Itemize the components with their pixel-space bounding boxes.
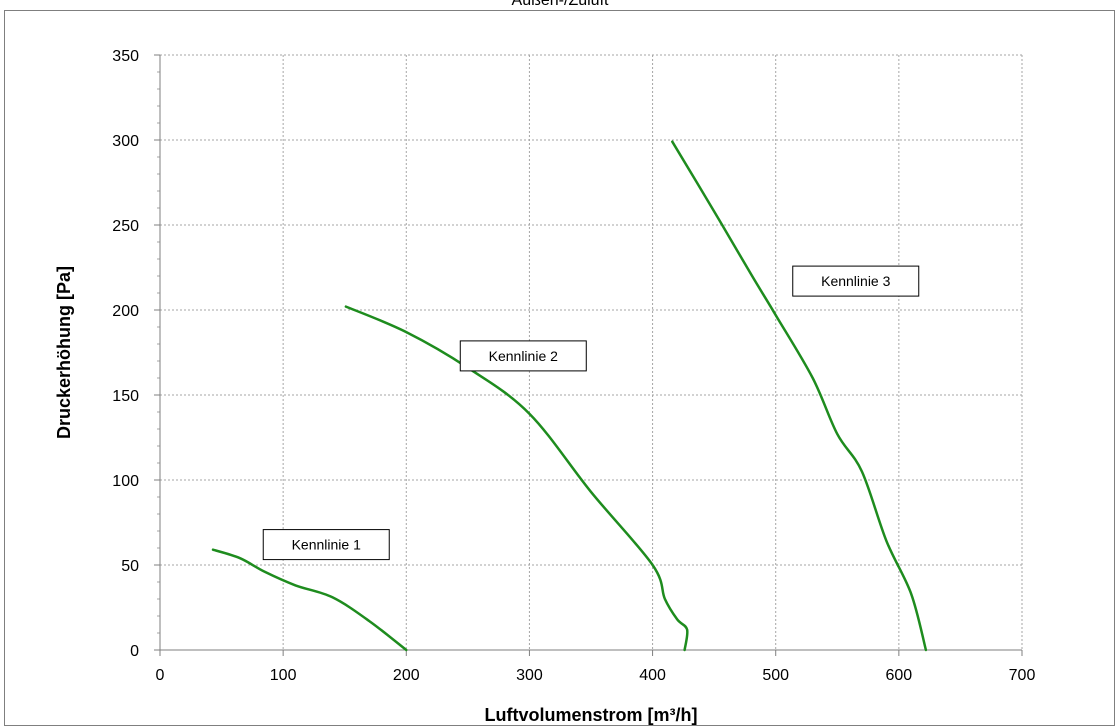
annotation-kennlinie-1: Kennlinie 1 bbox=[262, 529, 390, 561]
x-tick-label: 600 bbox=[886, 667, 913, 684]
annotation-label: Kennlinie 3 bbox=[821, 273, 890, 289]
y-tick-label: 100 bbox=[112, 473, 139, 490]
grid bbox=[160, 54, 1023, 650]
x-tick-label: 0 bbox=[156, 667, 165, 684]
x-axis-label: Luftvolumenstrom [m³/h] bbox=[485, 705, 698, 725]
y-axis-label: Druckerhöhung [Pa] bbox=[54, 266, 74, 439]
annotation-label: Kennlinie 2 bbox=[489, 348, 558, 364]
annotations: Kennlinie 1 Kennlinie 2 Kennlinie 3 bbox=[262, 265, 920, 561]
annotation-box bbox=[792, 265, 920, 297]
annotation-label: Kennlinie 1 bbox=[292, 537, 361, 553]
x-tick-labels: 0 100 200 300 400 500 600 700 bbox=[156, 667, 1036, 684]
y-tick-labels: 0 50 100 150 200 250 300 350 bbox=[112, 48, 139, 660]
axes bbox=[159, 55, 1022, 651]
series-line-kennlinie-1 bbox=[211, 548, 408, 652]
annotation-kennlinie-2: Kennlinie 2 bbox=[459, 340, 587, 372]
series-line-kennlinie-2 bbox=[344, 305, 689, 652]
y-tick-label: 0 bbox=[130, 643, 139, 660]
x-tick-label: 200 bbox=[393, 667, 420, 684]
y-tick-label: 150 bbox=[112, 388, 139, 405]
y-tick-label: 300 bbox=[112, 133, 139, 150]
chart-frame bbox=[4, 10, 1115, 726]
y-tick-label: 50 bbox=[121, 558, 139, 575]
annotation-box bbox=[262, 529, 390, 561]
series-lines bbox=[211, 140, 928, 652]
y-tick-label: 350 bbox=[112, 48, 139, 65]
x-tick-label: 500 bbox=[762, 667, 789, 684]
x-tick-label: 400 bbox=[639, 667, 666, 684]
chart-title: Außen-/Zuluft bbox=[511, 0, 609, 9]
x-tick-label: 300 bbox=[516, 667, 543, 684]
annotation-box bbox=[459, 340, 587, 372]
series-line-kennlinie-3 bbox=[671, 140, 928, 652]
y-tick-label: 200 bbox=[112, 303, 139, 320]
y-tick-label: 250 bbox=[112, 218, 139, 235]
minor-ticks bbox=[154, 54, 1023, 656]
x-tick-label: 100 bbox=[270, 667, 297, 684]
x-tick-label: 700 bbox=[1009, 667, 1036, 684]
annotation-kennlinie-3: Kennlinie 3 bbox=[792, 265, 920, 297]
